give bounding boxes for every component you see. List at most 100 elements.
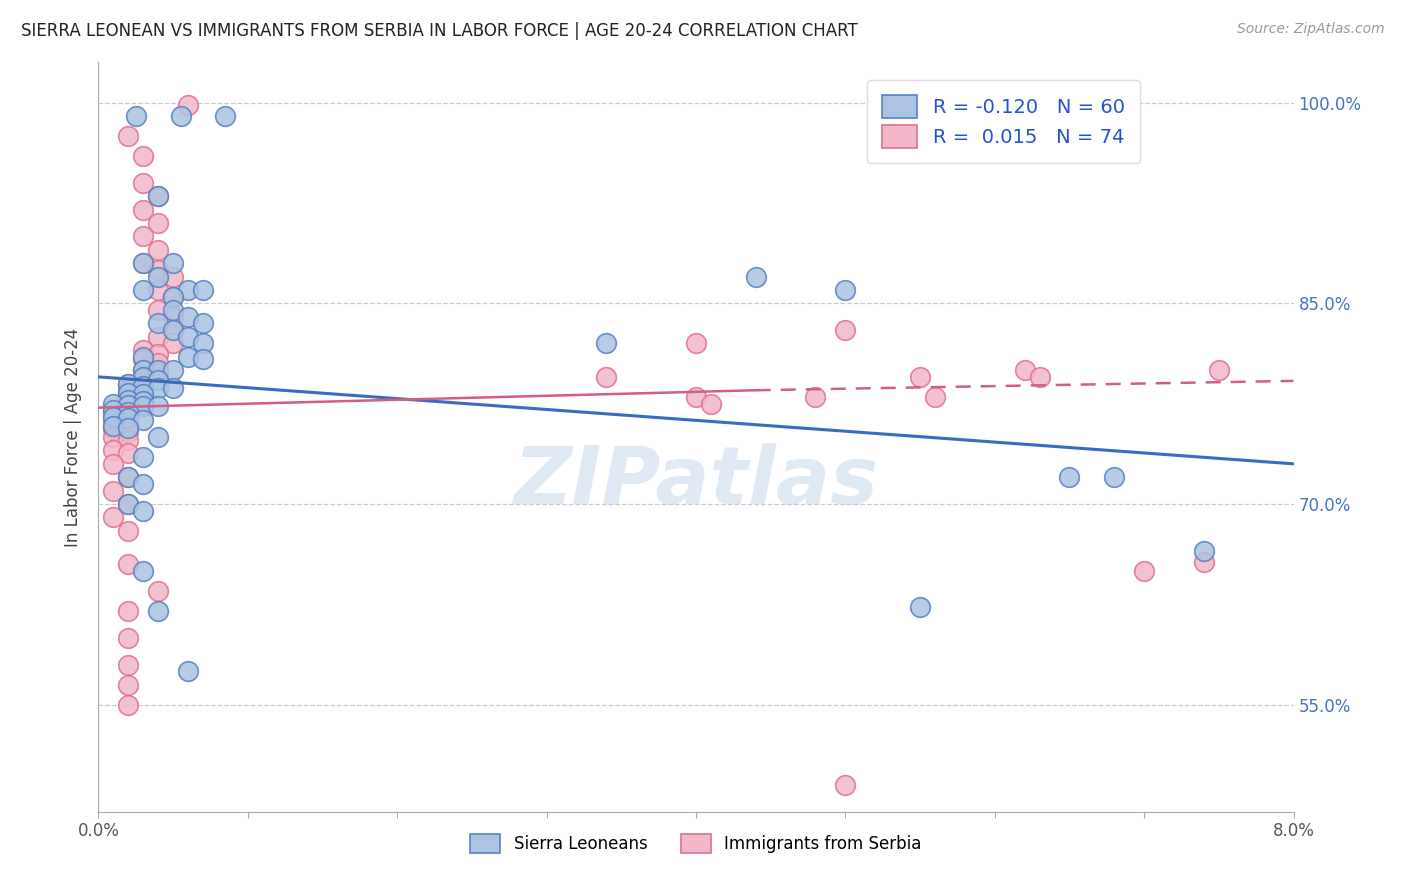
Point: [103, 510, 125, 524]
Point: [132, 202, 155, 217]
Point: [685, 390, 707, 404]
Point: [117, 557, 139, 572]
Point: [117, 604, 139, 618]
Point: [132, 256, 155, 270]
Point: [148, 216, 170, 230]
Point: [214, 109, 236, 123]
Point: [834, 283, 856, 297]
Text: Source: ZipAtlas.com: Source: ZipAtlas.com: [1237, 22, 1385, 37]
Point: [177, 330, 200, 344]
Text: SIERRA LEONEAN VS IMMIGRANTS FROM SERBIA IN LABOR FORCE | AGE 20-24 CORRELATION : SIERRA LEONEAN VS IMMIGRANTS FROM SERBIA…: [21, 22, 858, 40]
Point: [148, 330, 170, 344]
Point: [148, 430, 170, 444]
Point: [162, 289, 184, 303]
Point: [162, 256, 184, 270]
Point: [117, 411, 139, 425]
Point: [103, 419, 125, 434]
Point: [834, 778, 856, 792]
Point: [132, 399, 155, 413]
Point: [148, 189, 170, 203]
Point: [117, 497, 139, 511]
Point: [132, 256, 155, 270]
Point: [162, 323, 184, 337]
Point: [132, 387, 155, 401]
Point: [117, 129, 139, 144]
Text: ZIPatlas: ZIPatlas: [513, 443, 879, 521]
Point: [804, 390, 827, 404]
Point: [132, 394, 155, 409]
Point: [191, 352, 214, 367]
Point: [700, 396, 723, 410]
Point: [117, 396, 139, 410]
Point: [117, 386, 139, 401]
Point: [148, 243, 170, 257]
Point: [132, 350, 155, 364]
Point: [162, 303, 184, 318]
Point: [103, 430, 125, 444]
Point: [834, 323, 856, 337]
Point: [117, 524, 139, 538]
Point: [132, 352, 155, 367]
Point: [117, 403, 139, 417]
Point: [924, 390, 946, 404]
Point: [132, 450, 155, 465]
Point: [117, 631, 139, 645]
Point: [103, 457, 125, 471]
Point: [148, 584, 170, 599]
Point: [132, 386, 155, 401]
Point: [148, 263, 170, 277]
Point: [745, 269, 768, 284]
Point: [132, 379, 155, 393]
Point: [125, 109, 148, 123]
Point: [117, 497, 139, 511]
Point: [148, 366, 170, 380]
Point: [132, 373, 155, 387]
Point: [117, 398, 139, 412]
Point: [1133, 564, 1156, 578]
Point: [132, 229, 155, 244]
Point: [1059, 470, 1081, 484]
Point: [1192, 543, 1215, 558]
Point: [117, 405, 139, 419]
Point: [162, 363, 184, 377]
Point: [148, 269, 170, 284]
Point: [162, 269, 184, 284]
Point: [148, 356, 170, 370]
Point: [103, 483, 125, 498]
Point: [103, 422, 125, 436]
Point: [162, 380, 184, 394]
Point: [162, 310, 184, 324]
Point: [685, 336, 707, 351]
Point: [908, 369, 931, 384]
Point: [148, 373, 170, 387]
Point: [132, 379, 155, 393]
Point: [148, 317, 170, 331]
Y-axis label: In Labor Force | Age 20-24: In Labor Force | Age 20-24: [65, 327, 83, 547]
Legend: Sierra Leoneans, Immigrants from Serbia: Sierra Leoneans, Immigrants from Serbia: [464, 827, 928, 860]
Point: [1014, 363, 1036, 377]
Point: [162, 336, 184, 351]
Point: [103, 403, 125, 417]
Point: [132, 477, 155, 491]
Point: [117, 470, 139, 484]
Point: [177, 283, 200, 297]
Point: [132, 343, 155, 358]
Point: [1104, 470, 1126, 484]
Point: [148, 399, 170, 413]
Point: [595, 336, 617, 351]
Point: [132, 412, 155, 427]
Point: [148, 283, 170, 297]
Point: [117, 433, 139, 447]
Point: [132, 503, 155, 517]
Point: [132, 283, 155, 297]
Point: [191, 336, 214, 351]
Point: [177, 310, 200, 324]
Point: [117, 392, 139, 407]
Point: [148, 303, 170, 318]
Point: [1208, 363, 1230, 377]
Point: [103, 414, 125, 428]
Point: [1028, 369, 1050, 384]
Point: [117, 446, 139, 460]
Point: [117, 376, 139, 391]
Point: [117, 390, 139, 404]
